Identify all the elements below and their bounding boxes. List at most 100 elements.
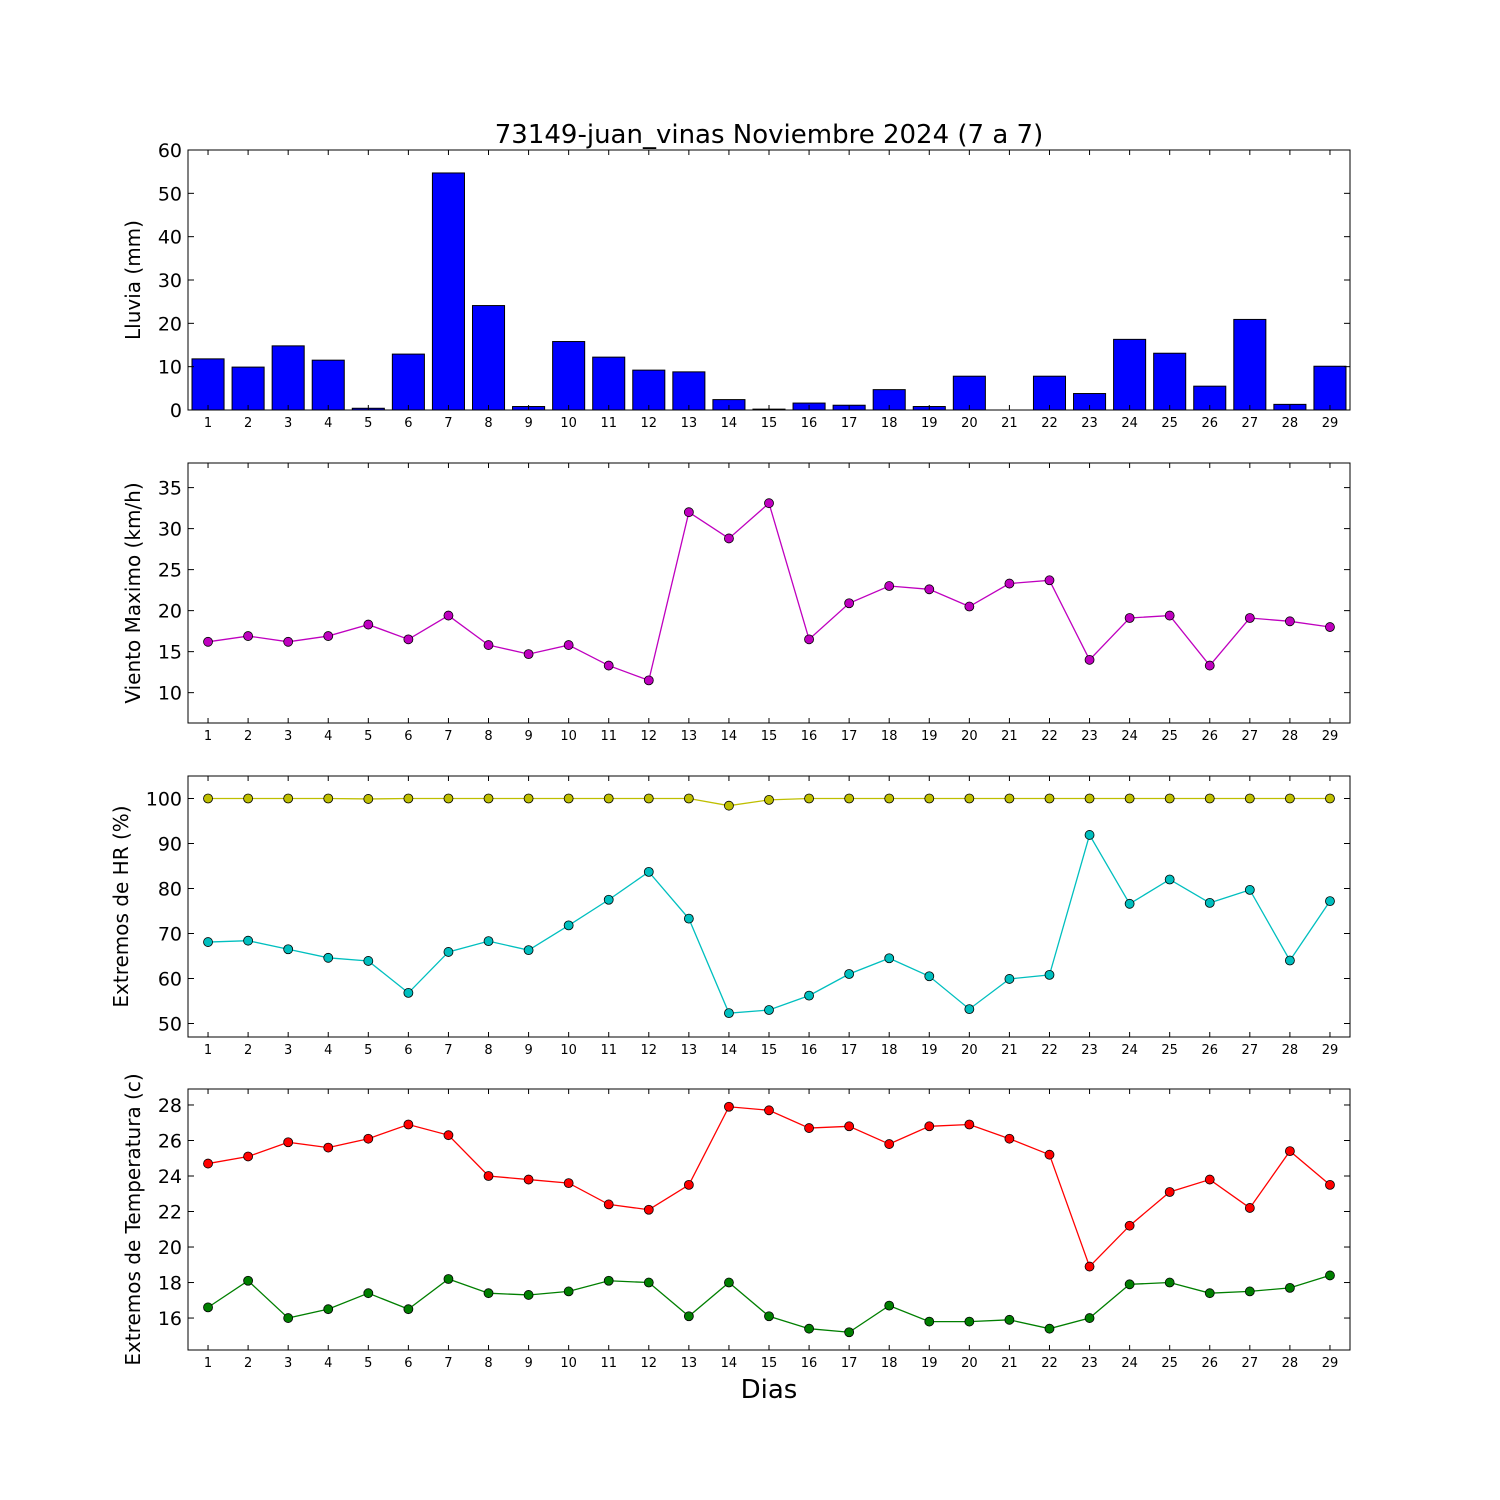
y-axis-label: Viento Maximo (km/h) [121, 482, 145, 703]
point-series-2-day-25 [1164, 874, 1175, 885]
x-tick-label: 6 [404, 1356, 412, 1371]
x-tick-label: 19 [921, 1356, 938, 1371]
x-tick-label: 28 [1282, 729, 1299, 744]
point-series-2-day-28 [1284, 1282, 1295, 1293]
x-tick-label: 14 [721, 729, 738, 744]
x-tick-label: 17 [841, 1043, 858, 1058]
x-tick-label: 17 [841, 1356, 858, 1371]
bar-day-29 [1313, 365, 1347, 411]
point-series-1-day-1 [203, 793, 213, 804]
chart-panel-1: 1 2 3 4 5 6 7 8 9 10 11 12 13 14 15 16 17 18 19 20 21 22 23 24 2… [121, 120, 1351, 431]
y-tick-label: 35 [158, 478, 182, 500]
bar-day-8 [471, 305, 506, 411]
point-series-2-day-9 [523, 1290, 534, 1300]
x-tick-label: 23 [1081, 1043, 1098, 1058]
x-tick-label: 12 [641, 416, 658, 431]
point-series-1-day-23 [1084, 1261, 1095, 1272]
x-tick-label: 2 [244, 729, 252, 744]
y-tick-label: 40 [158, 227, 182, 249]
point-series-1-day-10 [563, 793, 574, 804]
x-tick-label: 8 [484, 729, 492, 744]
point-series-2-day-10 [563, 1286, 574, 1297]
point-series-2-day-3 [283, 944, 294, 955]
point-series-1-day-4 [323, 793, 334, 804]
point-series-2-day-28 [1284, 955, 1295, 966]
point-series-1-day-22 [1044, 793, 1055, 804]
x-tick-label: 12 [641, 729, 658, 744]
point-series-1-day-28 [1284, 793, 1295, 804]
y-tick-label: 30 [158, 270, 182, 292]
point-series-2-day-19 [924, 1316, 935, 1327]
x-tick-label: 14 [721, 416, 738, 431]
point-series-1-day-20 [964, 601, 975, 612]
x-tick-label: 20 [961, 1356, 978, 1371]
point-series-2-day-15 [764, 1311, 774, 1322]
bar-day-12 [632, 369, 666, 411]
point-series-2-day-18 [884, 1300, 895, 1311]
point-series-1-day-15 [764, 794, 774, 805]
point-series-1-day-2 [243, 793, 254, 804]
point-series-2-day-6 [403, 988, 414, 998]
x-tick-label: 19 [921, 729, 938, 744]
x-tick-label: 27 [1242, 729, 1259, 744]
point-series-1-day-20 [964, 1119, 975, 1130]
point-series-1-day-11 [603, 660, 614, 671]
x-tick-label: 29 [1322, 1043, 1339, 1058]
x-tick-label: 15 [761, 729, 778, 744]
point-series-1-day-14 [724, 1101, 734, 1112]
point-series-2-day-1 [203, 1302, 213, 1313]
x-tick-label: 11 [600, 1356, 617, 1371]
point-series-2-day-2 [243, 935, 254, 946]
point-series-1-day-16 [804, 793, 814, 804]
x-tick-label: 28 [1282, 1043, 1299, 1058]
axes-frame [187, 1088, 1351, 1351]
point-series-1-day-17 [844, 598, 855, 609]
x-tick-label: 4 [324, 416, 332, 431]
point-series-2-day-15 [764, 1005, 774, 1015]
point-series-1-day-2 [243, 631, 254, 641]
point-series-1-day-11 [603, 793, 614, 804]
point-series-2-day-1 [203, 937, 213, 947]
point-series-2-day-26 [1204, 898, 1215, 908]
x-tick-label: 26 [1201, 1356, 1218, 1371]
bar-day-4 [311, 359, 345, 411]
x-tick-label: 5 [364, 1043, 372, 1058]
y-axis-label: Extremos de HR (%) [109, 805, 133, 1007]
point-series-1-day-15 [764, 1105, 774, 1116]
x-tick-label: 18 [881, 1356, 898, 1371]
y-tick-label: 25 [158, 560, 182, 582]
point-series-2-day-14 [724, 1277, 734, 1288]
point-series-2-day-17 [844, 969, 855, 979]
y-tick-label: 50 [158, 183, 182, 205]
x-tick-label: 9 [524, 729, 532, 744]
y-tick-label: 22 [158, 1202, 182, 1224]
x-tick-label: 28 [1282, 416, 1299, 431]
bar-day-24 [1113, 338, 1147, 411]
x-tick-label: 16 [801, 1356, 818, 1371]
x-tick-label: 16 [801, 1043, 818, 1058]
x-tick-label: 4 [324, 729, 332, 744]
x-tick-label: 8 [484, 1356, 492, 1371]
point-series-2-day-21 [1004, 1314, 1015, 1325]
point-series-1-day-7 [443, 793, 454, 804]
x-tick-label: 9 [524, 416, 532, 431]
series-line-1 [207, 1106, 1331, 1268]
x-tick-label: 9 [524, 1043, 532, 1058]
x-tick-label: 27 [1242, 1043, 1259, 1058]
point-series-1-day-21 [1004, 793, 1015, 804]
point-series-1-day-7 [443, 1130, 454, 1141]
y-tick-label: 28 [158, 1095, 182, 1117]
y-axis-label: Lluvia (mm) [121, 220, 145, 340]
point-series-2-day-22 [1044, 970, 1055, 980]
point-series-2-day-6 [403, 1304, 414, 1315]
x-tick-label: 24 [1121, 729, 1138, 744]
point-series-1-day-12 [643, 675, 654, 686]
x-tick-label: 10 [560, 1356, 577, 1371]
x-tick-label: 21 [1001, 1356, 1018, 1371]
y-tick-label: 16 [158, 1308, 182, 1330]
point-series-1-day-4 [323, 1142, 334, 1153]
y-tick-label: 20 [158, 313, 182, 335]
point-series-1-day-6 [403, 793, 414, 804]
x-tick-label: 28 [1282, 1356, 1299, 1371]
point-series-1-day-10 [563, 1178, 574, 1189]
